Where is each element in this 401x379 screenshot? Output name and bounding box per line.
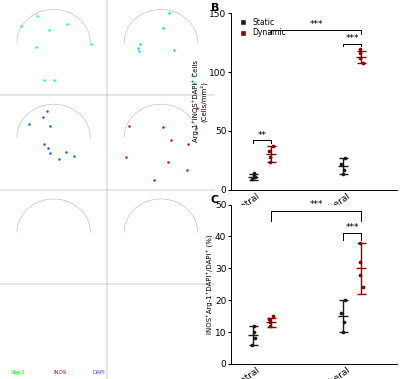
Point <box>266 316 272 322</box>
Text: ***: *** <box>309 20 323 29</box>
Point <box>269 313 276 319</box>
Point <box>249 342 256 348</box>
Point <box>342 297 348 303</box>
Point <box>252 174 258 180</box>
Point <box>338 310 344 316</box>
Point <box>266 153 273 160</box>
Point <box>46 27 52 33</box>
Point <box>250 323 257 329</box>
Point <box>44 108 50 114</box>
Text: Arg-1: Arg-1 <box>11 370 26 376</box>
Point <box>249 176 256 182</box>
Point <box>160 124 166 130</box>
Point <box>123 153 130 160</box>
Point <box>63 149 69 155</box>
Point <box>356 240 363 246</box>
Point <box>41 77 48 83</box>
Point <box>189 72 196 78</box>
Point <box>340 329 347 335</box>
Point <box>266 160 273 166</box>
Point <box>356 272 363 278</box>
Point <box>18 23 24 29</box>
Point <box>266 148 272 154</box>
Text: ***: *** <box>345 34 359 43</box>
Point <box>191 80 197 86</box>
Text: ***: *** <box>345 223 359 232</box>
Point <box>126 123 133 129</box>
Point <box>266 323 273 329</box>
Point <box>356 55 363 61</box>
Point <box>340 171 347 177</box>
Point <box>34 13 41 19</box>
Point <box>41 141 47 147</box>
Point <box>87 41 94 47</box>
Text: C: C <box>211 195 219 205</box>
Point <box>269 143 276 149</box>
Point <box>47 122 54 128</box>
Point <box>266 319 273 326</box>
Point <box>135 45 141 51</box>
Text: DAPI: DAPI <box>92 370 105 376</box>
Point <box>356 50 363 56</box>
Point <box>359 60 366 66</box>
Point <box>338 161 344 167</box>
Point <box>168 137 174 143</box>
Point <box>165 159 171 165</box>
Point <box>160 25 166 31</box>
Point <box>45 145 51 151</box>
Point <box>193 125 199 131</box>
Point <box>251 171 257 177</box>
Point <box>184 167 190 173</box>
Point <box>252 335 258 341</box>
Text: A: A <box>2 4 11 14</box>
Point <box>250 170 257 176</box>
Point <box>342 155 348 161</box>
Point <box>137 41 143 47</box>
Text: **: ** <box>257 131 267 139</box>
Point <box>136 48 142 54</box>
Point <box>151 177 158 183</box>
Point <box>194 105 200 111</box>
Text: iNOS: iNOS <box>54 370 67 376</box>
Point <box>166 10 172 16</box>
Point <box>356 45 363 52</box>
Point <box>251 329 257 335</box>
Text: ***: *** <box>309 200 323 210</box>
Point <box>71 153 77 159</box>
Point <box>341 319 347 326</box>
Point <box>341 166 347 172</box>
Point <box>32 44 39 50</box>
Point <box>184 141 191 147</box>
Point <box>171 47 177 53</box>
Point <box>64 21 71 27</box>
Point <box>51 77 57 83</box>
Point <box>40 113 47 119</box>
Y-axis label: iNOS⁺Arg-1⁺DAPI⁺/DAPI⁺ (%): iNOS⁺Arg-1⁺DAPI⁺/DAPI⁺ (%) <box>206 235 213 334</box>
Point <box>47 150 53 156</box>
Point <box>359 284 366 290</box>
Text: B: B <box>211 3 219 13</box>
Y-axis label: Arg-1⁺iNOS⁺DAPI⁺ Cells
(Cells/mm²): Arg-1⁺iNOS⁺DAPI⁺ Cells (Cells/mm²) <box>192 60 208 143</box>
Point <box>56 156 63 162</box>
Point <box>26 121 32 127</box>
Point <box>356 259 363 265</box>
Legend: Static, Dynamic: Static, Dynamic <box>235 17 287 38</box>
